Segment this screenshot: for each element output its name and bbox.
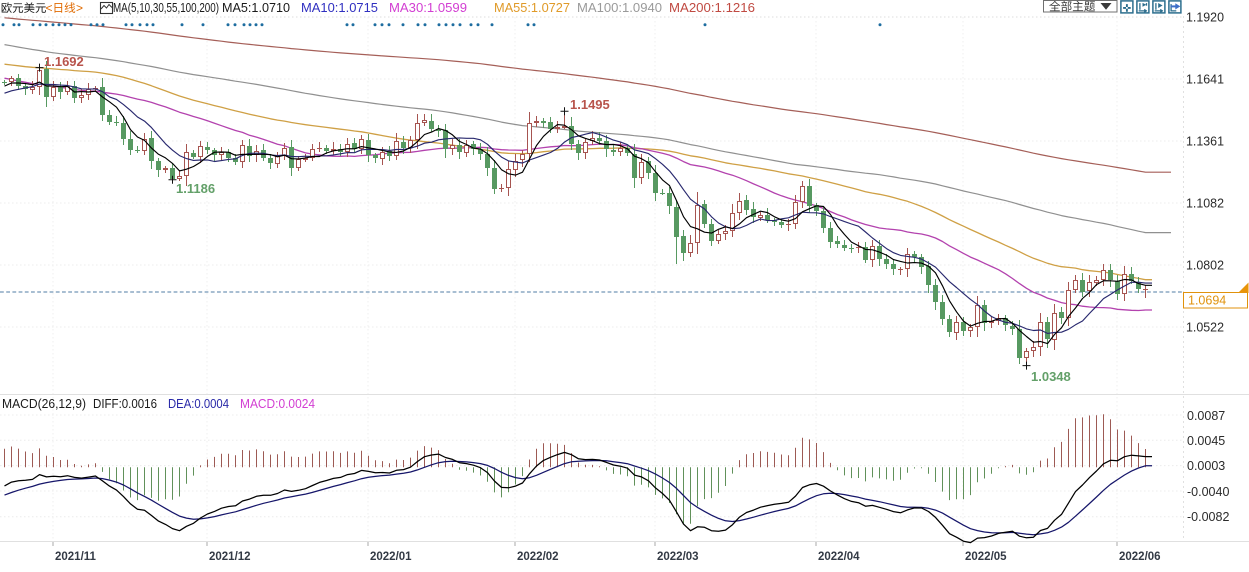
svg-text:MA30:1.0599: MA30:1.0599 [389, 0, 467, 15]
svg-text:2022/04: 2022/04 [818, 551, 860, 563]
svg-text:1.0348: 1.0348 [1031, 369, 1071, 384]
svg-text:2021/12: 2021/12 [209, 551, 251, 563]
svg-text:MA10:1.0715: MA10:1.0715 [301, 0, 378, 15]
svg-text:1.0802: 1.0802 [1186, 259, 1224, 273]
svg-text:DEA:0.0004: DEA:0.0004 [168, 396, 229, 411]
svg-text:1.1361: 1.1361 [1186, 135, 1224, 149]
svg-text:-0.0040: -0.0040 [1187, 485, 1229, 499]
svg-text:1.1186: 1.1186 [176, 181, 215, 196]
svg-text:1.1920: 1.1920 [1186, 11, 1224, 25]
svg-text:0.0087: 0.0087 [1187, 409, 1225, 423]
svg-text:<: < [46, 1, 53, 15]
svg-text:>: > [76, 1, 83, 15]
svg-text:1.1082: 1.1082 [1186, 197, 1224, 211]
svg-text:1.1692: 1.1692 [44, 54, 84, 69]
svg-text:MA(5,10,30,55,100,200): MA(5,10,30,55,100,200) [113, 0, 219, 15]
svg-text:0.0045: 0.0045 [1187, 434, 1225, 448]
svg-text:1.1641: 1.1641 [1186, 73, 1224, 87]
svg-text:2021/11: 2021/11 [55, 551, 97, 563]
svg-text:1.0522: 1.0522 [1186, 321, 1224, 335]
svg-text:2022/03: 2022/03 [657, 551, 699, 563]
svg-text:MA5:1.0710: MA5:1.0710 [222, 0, 290, 15]
svg-text:MA100:1.0940: MA100:1.0940 [577, 0, 662, 15]
svg-text:1.0694: 1.0694 [1188, 294, 1226, 308]
svg-text:2022/01: 2022/01 [370, 551, 412, 563]
svg-text:-0.0082: -0.0082 [1187, 510, 1229, 524]
svg-text:DIFF:0.0016: DIFF:0.0016 [93, 396, 157, 411]
svg-text:2022/06: 2022/06 [1119, 551, 1161, 563]
svg-text:MACD:0.0024: MACD:0.0024 [240, 396, 315, 411]
svg-text:MACD(26,12,9): MACD(26,12,9) [2, 396, 86, 411]
svg-text:2022/05: 2022/05 [965, 551, 1007, 563]
svg-text:1.1495: 1.1495 [570, 97, 610, 112]
svg-text:0.0003: 0.0003 [1187, 459, 1225, 473]
svg-text:MA200:1.1216: MA200:1.1216 [669, 0, 755, 15]
svg-text:2022/02: 2022/02 [517, 551, 559, 563]
svg-text:MA55:1.0727: MA55:1.0727 [494, 0, 570, 15]
